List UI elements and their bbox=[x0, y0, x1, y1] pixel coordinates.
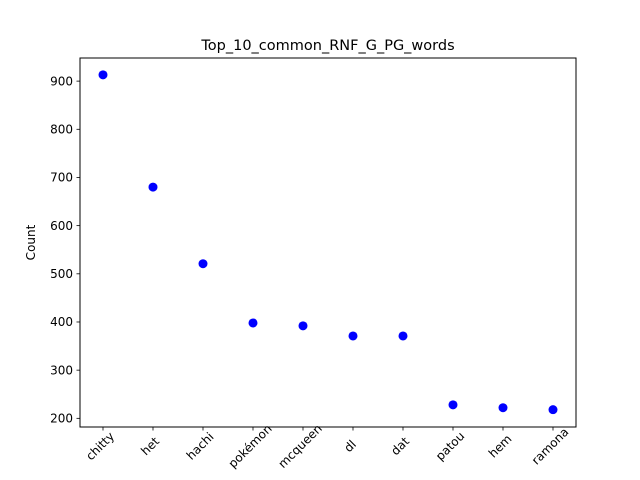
data-point bbox=[98, 70, 108, 80]
y-tick-label: 300 bbox=[50, 363, 73, 377]
x-tick-label: hem bbox=[486, 432, 515, 461]
y-tick-label: 800 bbox=[50, 122, 73, 136]
x-axis: chitty het hachi pokémon mcqueen dl dat patou he… bbox=[83, 421, 571, 470]
plot-area bbox=[79, 57, 577, 428]
data-point bbox=[298, 321, 308, 331]
data-point bbox=[348, 331, 358, 341]
y-axis-label: Count bbox=[24, 224, 38, 260]
x-tick-label: chitty bbox=[83, 429, 117, 463]
data-point bbox=[398, 331, 408, 341]
x-tick-label: dl bbox=[341, 437, 359, 455]
data-point bbox=[148, 182, 158, 192]
x-tick-label: pokémon bbox=[226, 422, 275, 471]
y-tick-label: 200 bbox=[50, 412, 73, 426]
y-tick-label: 700 bbox=[50, 171, 73, 185]
data-point bbox=[198, 259, 208, 269]
data-points bbox=[98, 70, 558, 415]
y-tick-label: 400 bbox=[50, 315, 73, 329]
y-axis: 200 300 400 500 600 700 800 900 bbox=[50, 74, 80, 426]
y-tick-label: 900 bbox=[50, 74, 73, 88]
x-tick-label: patou bbox=[433, 429, 467, 463]
y-tick-label: 600 bbox=[50, 219, 73, 233]
data-point bbox=[448, 400, 458, 410]
x-tick-label: hachi bbox=[184, 430, 217, 463]
x-tick-label: ramona bbox=[529, 425, 572, 468]
y-tick-label: 500 bbox=[50, 267, 73, 281]
data-point bbox=[548, 405, 558, 415]
data-point bbox=[498, 403, 508, 413]
chart-title: Top_10_common_RNF_G_PG_words bbox=[200, 38, 454, 54]
x-tick-label: mcqueen bbox=[275, 421, 324, 470]
data-point bbox=[248, 318, 258, 328]
x-tick-label: dat bbox=[388, 434, 412, 458]
x-tick-label: het bbox=[138, 434, 162, 458]
